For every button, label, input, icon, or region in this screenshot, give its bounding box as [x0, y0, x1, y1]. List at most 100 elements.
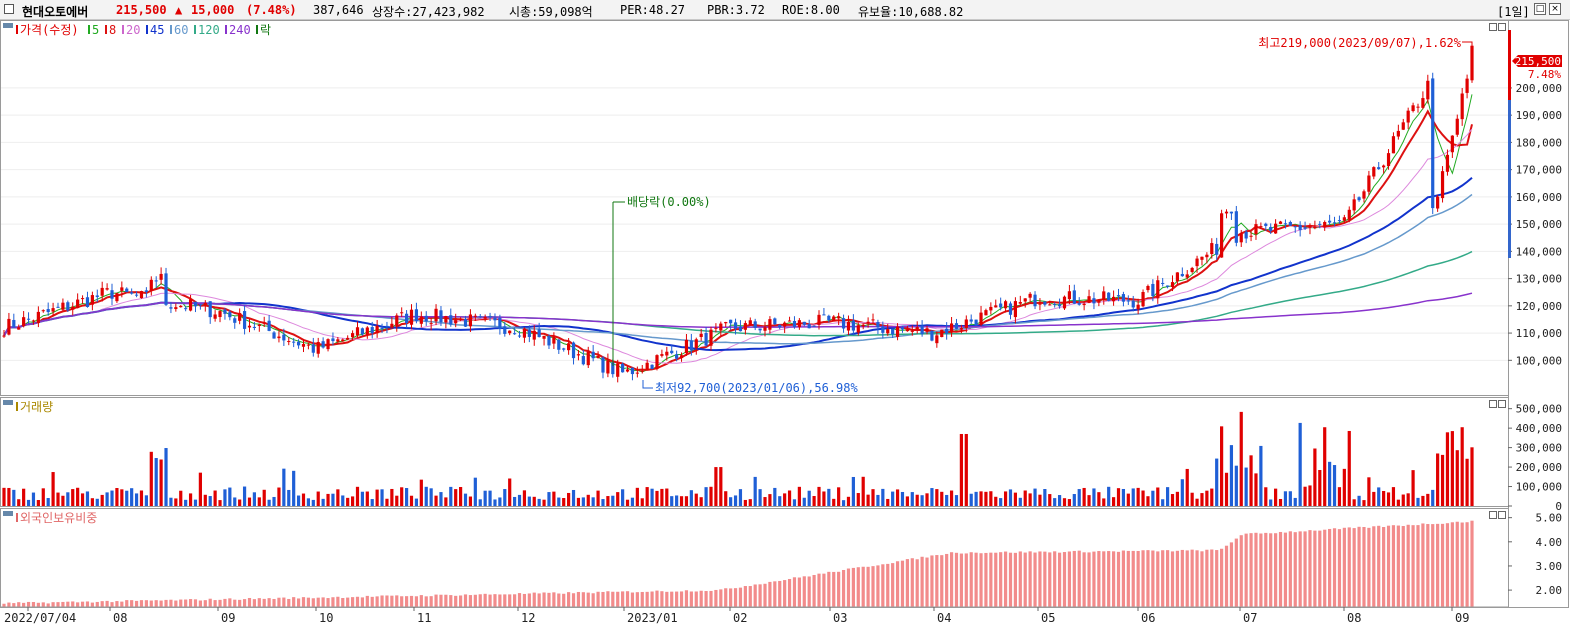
- legend-ma-0: 5: [92, 23, 99, 37]
- volume-bar: [36, 500, 40, 506]
- candle: [949, 323, 954, 332]
- candle: [1337, 220, 1342, 222]
- volume-bar: [292, 470, 296, 506]
- volume-bar: [886, 498, 890, 506]
- foreign-bar: [1406, 524, 1410, 607]
- candle: [149, 279, 153, 291]
- candle: [1470, 45, 1474, 81]
- foreign-bar: [910, 558, 914, 607]
- candle: [1318, 223, 1322, 225]
- checkbox[interactable]: [4, 4, 14, 14]
- price-tick-label: 130,000: [1516, 273, 1562, 286]
- volume-bar: [724, 491, 728, 506]
- volume-bar: [355, 486, 360, 506]
- candle: [694, 339, 698, 349]
- foreign-bar: [478, 594, 482, 607]
- candle: [498, 317, 502, 329]
- candle: [994, 305, 998, 308]
- foreign-bar: [665, 591, 669, 607]
- volume-bar: [154, 458, 158, 506]
- candle: [542, 335, 546, 339]
- candle: [380, 327, 384, 329]
- close-icon[interactable]: ×: [1549, 3, 1561, 15]
- volume-tick-label: 0: [1555, 500, 1562, 513]
- candle: [360, 328, 365, 335]
- legend-ma-3: 45: [150, 23, 164, 37]
- candle: [404, 313, 409, 324]
- candle: [1018, 302, 1022, 304]
- candle: [910, 330, 914, 332]
- foreign-bar: [635, 592, 639, 607]
- candle: [193, 301, 198, 307]
- candle: [601, 357, 605, 373]
- volume-bar: [635, 487, 639, 506]
- volume-bar: [881, 488, 885, 506]
- foreign-bar: [134, 600, 139, 607]
- foreign-bar: [562, 593, 566, 607]
- candle: [1229, 211, 1234, 214]
- volume-bar: [542, 499, 546, 506]
- foreign-bar: [51, 602, 55, 607]
- price-tick-label: 170,000: [1516, 164, 1562, 177]
- candle: [375, 325, 379, 334]
- foreign-bar: [1416, 525, 1420, 607]
- foreign-bar: [964, 553, 968, 607]
- volume-bar: [473, 477, 477, 506]
- candle: [341, 339, 345, 342]
- candle: [331, 338, 335, 342]
- volume-bar: [846, 496, 851, 506]
- volume-bar: [812, 496, 816, 506]
- volume-bar: [272, 496, 276, 506]
- candle: [1308, 226, 1312, 228]
- period-selector[interactable]: [1일]: [1497, 5, 1530, 19]
- volume-bar: [954, 495, 959, 506]
- candle: [188, 299, 193, 311]
- volume-bar: [694, 493, 698, 506]
- foreign-bar: [596, 591, 600, 607]
- candle: [346, 337, 350, 340]
- ma20-line: [3, 128, 1473, 364]
- candle: [856, 325, 860, 333]
- foreign-bar: [1396, 525, 1400, 607]
- candle: [444, 316, 448, 323]
- volume-bar: [1092, 488, 1096, 506]
- volume-bar: [365, 491, 369, 506]
- foreign-bar: [733, 588, 738, 607]
- price-tick-label: 110,000: [1516, 327, 1562, 340]
- volume-bar: [753, 476, 757, 506]
- candle: [1175, 272, 1180, 282]
- last-price-badge: [1512, 55, 1562, 67]
- volume-bar: [606, 496, 610, 506]
- foreign-bar: [1274, 533, 1278, 607]
- volume-bar: [134, 493, 139, 506]
- volume-bar: [2, 487, 6, 506]
- foreign-bar: [1347, 527, 1351, 607]
- volume-bar: [311, 499, 315, 506]
- volume-bar: [974, 491, 978, 506]
- legend-ma-4-swatch: [170, 25, 172, 34]
- volume-bar: [999, 498, 1003, 506]
- foreign-bar: [80, 601, 85, 607]
- foreign-bar: [355, 596, 360, 607]
- candle: [164, 273, 168, 305]
- candle: [46, 309, 50, 313]
- volume-bar: [1249, 455, 1253, 506]
- volume-bar: [1391, 487, 1396, 506]
- candle: [832, 316, 836, 322]
- maximize-icon[interactable]: □: [1534, 3, 1546, 15]
- volume-bar: [910, 492, 914, 506]
- candle: [704, 332, 708, 346]
- foreign-bar: [645, 591, 649, 607]
- foreign-bar: [660, 591, 664, 607]
- foreign-bar: [1087, 552, 1091, 607]
- foreign-bar: [287, 598, 291, 607]
- volume-bar: [174, 498, 178, 506]
- volume-bar: [12, 489, 16, 506]
- candle: [218, 311, 222, 318]
- volume-bar: [370, 499, 374, 506]
- legend-ma-7-swatch: [256, 25, 258, 34]
- volume-bar: [267, 499, 271, 506]
- foreign-bar: [527, 593, 531, 607]
- candle: [1244, 231, 1248, 239]
- candle: [238, 313, 242, 321]
